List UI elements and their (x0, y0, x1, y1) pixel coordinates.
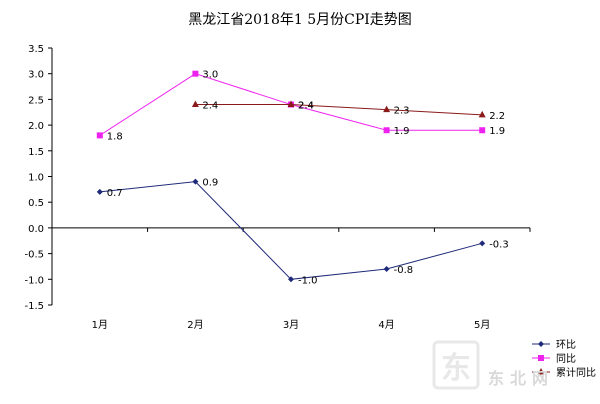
y-tick-label: 3.0 (28, 70, 44, 81)
legend-item: 环比 (532, 339, 576, 351)
data-label: 0.9 (202, 178, 218, 189)
watermark-text: 东北网 (488, 369, 554, 388)
legend-label: 累计同比 (556, 366, 596, 379)
legend-item: 同比 (532, 353, 576, 365)
watermark-logo-char: 东 (441, 351, 471, 386)
data-label: 0.7 (107, 188, 123, 199)
data-label: 2.4 (298, 101, 314, 112)
data-point-triangle (287, 100, 295, 108)
data-label: 2.4 (202, 101, 218, 112)
data-point-triangle (537, 368, 545, 375)
data-point-triangle (478, 110, 486, 118)
data-label: -1.0 (298, 275, 318, 286)
y-tick-label: 0.5 (28, 198, 44, 209)
data-point-square (96, 132, 103, 139)
legend-label: 同比 (556, 353, 576, 365)
y-tick-label: -1.5 (24, 301, 44, 312)
data-point-diamond (288, 276, 294, 283)
legend-label: 环比 (556, 339, 576, 351)
y-tick-label: -1.0 (24, 275, 44, 286)
watermark: 东 东北网 (432, 340, 554, 390)
data-label: 1.8 (107, 131, 123, 142)
data-point-triangle (383, 105, 391, 113)
data-label: 1.9 (394, 126, 410, 137)
series-1: 0.7 0.9 -1.0 -0.8 -0.3 (96, 178, 509, 286)
data-point-triangle (191, 100, 199, 108)
data-label: 1.9 (489, 126, 505, 137)
data-point-square (192, 70, 199, 77)
y-tick-label: 2.0 (28, 121, 44, 132)
series-line (99, 181, 483, 280)
y-tick-label: 2.5 (28, 95, 44, 106)
data-point-diamond (192, 178, 199, 185)
data-label: -0.3 (489, 239, 509, 250)
data-point-diamond (96, 188, 103, 195)
watermark-logo: 东 (432, 340, 480, 390)
y-tick-label: 3.5 (28, 44, 44, 55)
data-label: 2.4 (298, 101, 314, 112)
data-point-square (479, 127, 486, 134)
x-axis-ticks: 1月 2月 3月 4月 5月 (51, 227, 531, 331)
series-layer: 0.70.9-1.0-0.8-0.31.83.02.41.9 1.92.4 2.4 2… (96, 70, 509, 286)
data-point-square (383, 127, 390, 134)
x-tick-label: 3月 (283, 319, 299, 331)
y-tick-label: -0.5 (24, 250, 44, 261)
series-3: 2.4 2.4 2.3 2.2 (191, 100, 505, 122)
data-point-diamond (383, 266, 390, 273)
data-point-diamond (479, 240, 486, 247)
data-point-diamond (538, 341, 544, 347)
x-tick-label: 1月 (92, 319, 108, 331)
data-label: 2.3 (394, 106, 410, 117)
chart-title: 黑龙江省2018年1 5月份CPI走势图 (188, 12, 412, 28)
x-tick-label: 4月 (378, 319, 394, 331)
x-tick-label: 5月 (474, 319, 490, 331)
legend-item: 累计同比 (532, 366, 596, 379)
y-tick-label: 1.5 (28, 147, 44, 158)
y-tick-label: 0.0 (28, 224, 44, 235)
data-label: 3.0 (202, 70, 218, 81)
data-point-square (538, 355, 544, 361)
axes (51, 48, 530, 305)
y-axis-ticks: 3.5 3.0 2.5 2.0 1.5 1.0 0.5 0.0 -0.5 -1.0 -1.5 (24, 44, 52, 312)
data-label: 2.2 (489, 111, 505, 122)
series-line (195, 104, 483, 116)
data-label: -0.8 (394, 265, 414, 276)
x-tick-label: 2月 (187, 319, 203, 331)
y-tick-label: 1.0 (28, 173, 44, 184)
